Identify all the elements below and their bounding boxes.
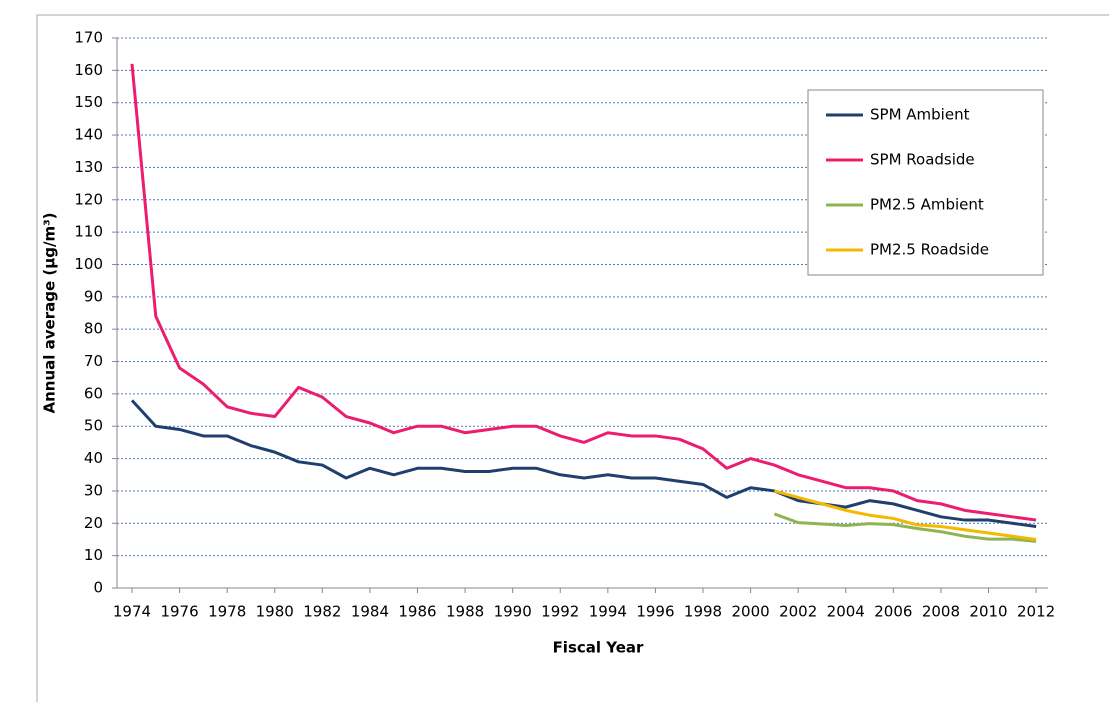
x-tick-label: 1990 <box>494 603 532 621</box>
x-tick-label: 1986 <box>398 603 436 621</box>
legend-label: PM2.5 Ambient <box>870 196 984 214</box>
x-tick-label: 1988 <box>446 603 484 621</box>
line-series <box>130 399 1037 529</box>
x-tick-label: 2006 <box>874 603 912 621</box>
legend-label: SPM Roadside <box>870 151 975 169</box>
legend-label: SPM Ambient <box>870 106 970 124</box>
y-tick-label: 80 <box>84 320 103 338</box>
x-tick-label: 1994 <box>589 603 627 621</box>
y-tick-label: 60 <box>84 384 103 402</box>
x-tick-label: 1982 <box>303 603 341 621</box>
line-series <box>130 63 1037 522</box>
y-tick-label: 170 <box>74 29 103 47</box>
legend-box <box>807 89 1044 276</box>
y-tick-label: 40 <box>84 449 103 467</box>
x-tick-label: 1998 <box>684 603 722 621</box>
x-tick-label: 1978 <box>208 603 246 621</box>
x-tick-label: 1976 <box>160 603 198 621</box>
y-tick-label: 120 <box>74 190 103 208</box>
x-tick-label: 2000 <box>732 603 770 621</box>
legend-label: PM2.5 Roadside <box>870 241 989 259</box>
x-tick-label: 1996 <box>636 603 674 621</box>
x-tick-label: 2012 <box>1017 603 1055 621</box>
x-tick-label: 1974 <box>113 603 151 621</box>
y-tick-label: 20 <box>84 514 103 532</box>
x-tick-label: 1992 <box>541 603 579 621</box>
x-tick-label: 2002 <box>779 603 817 621</box>
y-tick-label: 50 <box>84 417 103 435</box>
y-tick-label: 150 <box>74 93 103 111</box>
y-tick-label: 0 <box>93 579 103 597</box>
x-tick-label: 1984 <box>351 603 389 621</box>
x-tick-label: 2004 <box>827 603 865 621</box>
frame <box>36 14 1109 702</box>
line-series <box>773 512 1037 543</box>
y-axis-label: Annual average (μg/m³) <box>41 212 59 413</box>
x-tick-label: 2008 <box>922 603 960 621</box>
y-tick-label: 10 <box>84 546 103 564</box>
y-tick-label: 30 <box>84 481 103 499</box>
y-tick-label: 90 <box>84 287 103 305</box>
y-tick-label: 160 <box>74 61 103 79</box>
y-tick-label: 70 <box>84 352 103 370</box>
y-tick-label: 140 <box>74 126 103 144</box>
line-series <box>773 489 1037 541</box>
y-tick-label: 130 <box>74 158 103 176</box>
y-tick-label: 100 <box>74 255 103 273</box>
x-axis-label: Fiscal Year <box>553 639 644 657</box>
x-tick-label: 2010 <box>969 603 1007 621</box>
x-tick-label: 1980 <box>256 603 294 621</box>
y-tick-label: 110 <box>74 223 103 241</box>
